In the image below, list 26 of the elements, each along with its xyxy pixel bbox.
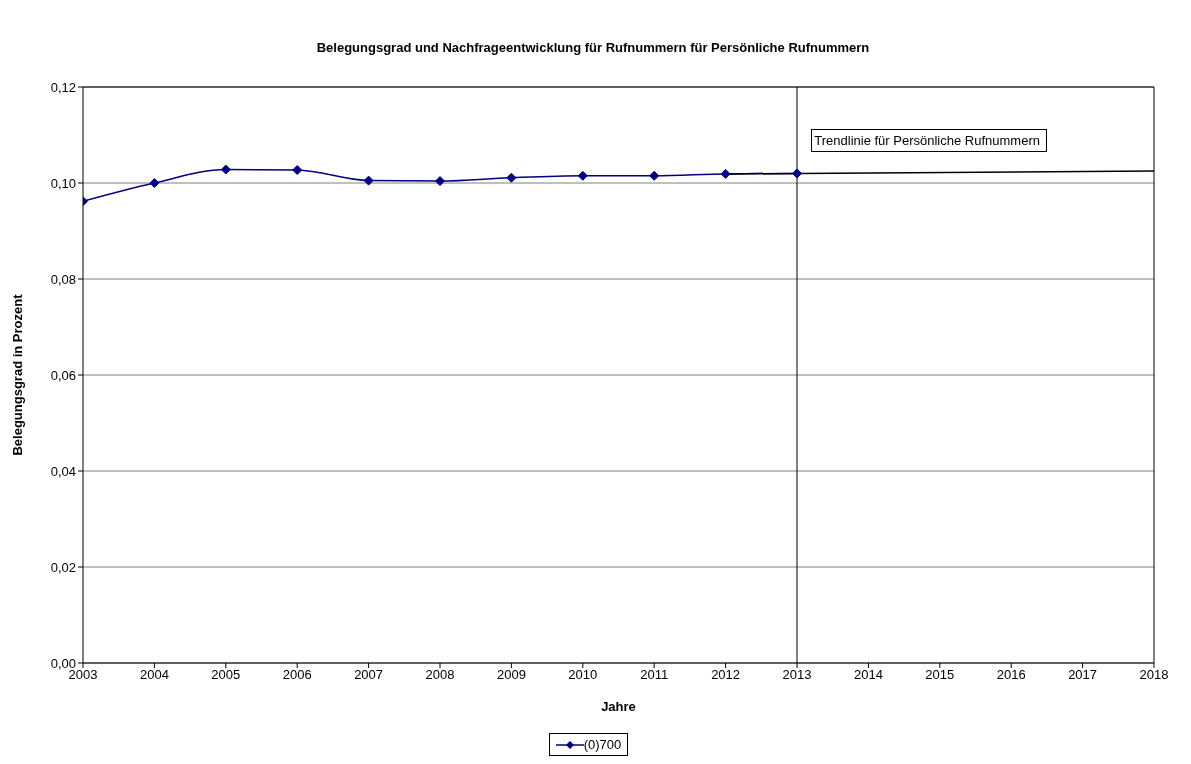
x-tick-label: 2006 [282,667,312,683]
x-tick-label: 2008 [425,667,455,683]
x-tick-label: 2015 [925,667,955,683]
x-tick-label: 2014 [853,667,883,683]
x-tick-label: 2005 [211,667,241,683]
x-axis-title: Jahre [601,699,636,714]
legend-label: (0)700 [582,737,622,752]
x-tick-label: 2009 [496,667,526,683]
x-tick-label: 2011 [640,667,669,683]
y-tick-label: 0,08 [50,271,76,287]
annotation: Trendlinie für Persönliche Rufnummern [811,129,1047,152]
y-tick-label: 0,04 [50,463,76,479]
y-axis-title: Belegungsgrad in Prozent [9,293,25,456]
x-tick-label: 2018 [1139,667,1169,683]
x-tick-label: 2017 [1068,667,1098,683]
x-tick-label: 2012 [711,667,741,683]
x-tick-label: 2004 [139,667,169,683]
y-tick-label: 0,02 [50,559,76,575]
y-tick-label: 0,10 [50,175,76,191]
chart-title: Belegungsgrad und Nachfrageentwicklung für Rufnummern für Persönliche Rufnummern [315,40,871,55]
y-tick-label: 0,06 [50,367,76,383]
x-tick-label: 2007 [354,667,384,683]
x-tick-label: 2013 [782,667,812,683]
x-tick-label: 2010 [568,667,598,683]
x-tick-label: 2016 [996,667,1026,683]
y-tick-label: 0,12 [50,79,76,95]
